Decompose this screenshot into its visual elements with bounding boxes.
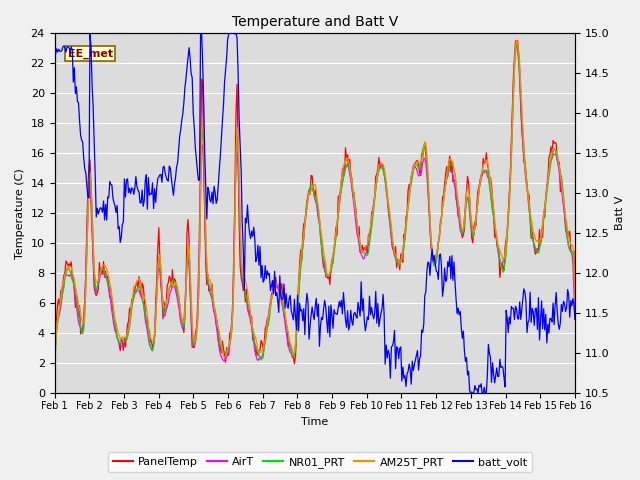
Legend: PanelTemp, AirT, NR01_PRT, AM25T_PRT, batt_volt: PanelTemp, AirT, NR01_PRT, AM25T_PRT, ba… (108, 452, 532, 472)
Text: EE_met: EE_met (68, 48, 113, 59)
Title: Temperature and Batt V: Temperature and Batt V (232, 15, 398, 29)
X-axis label: Time: Time (301, 417, 328, 427)
Y-axis label: Batt V: Batt V (615, 196, 625, 230)
Y-axis label: Temperature (C): Temperature (C) (15, 168, 25, 259)
